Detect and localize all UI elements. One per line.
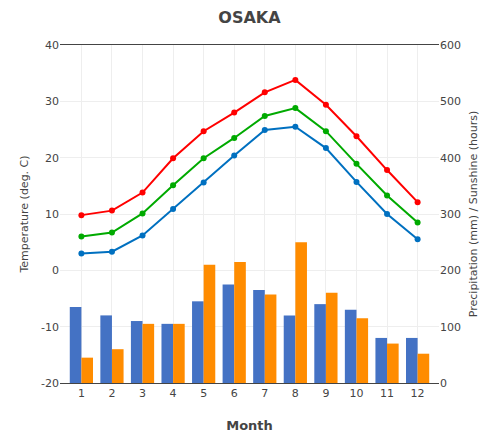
svg-text:300: 300: [440, 208, 461, 221]
svg-text:100: 100: [440, 321, 461, 334]
svg-text:6: 6: [231, 387, 238, 400]
svg-text:0: 0: [52, 264, 59, 277]
svg-text:10: 10: [45, 208, 59, 221]
svg-text:40: 40: [45, 39, 59, 52]
svg-text:2: 2: [108, 387, 115, 400]
svg-text:20: 20: [45, 152, 59, 165]
svg-text:1: 1: [78, 387, 85, 400]
svg-text:3: 3: [139, 387, 146, 400]
svg-text:11: 11: [380, 387, 394, 400]
svg-text:500: 500: [440, 95, 461, 108]
svg-text:-20: -20: [41, 377, 59, 390]
svg-text:Temperature (deg. C): Temperature (deg. C): [18, 155, 31, 273]
svg-text:600: 600: [440, 39, 461, 52]
svg-text:OSAKA: OSAKA: [218, 8, 281, 27]
svg-text:12: 12: [411, 387, 425, 400]
svg-text:10: 10: [349, 387, 363, 400]
svg-text:-10: -10: [41, 321, 59, 334]
svg-text:4: 4: [170, 387, 177, 400]
svg-text:30: 30: [45, 95, 59, 108]
svg-text:9: 9: [322, 387, 329, 400]
svg-text:8: 8: [292, 387, 299, 400]
svg-text:5: 5: [200, 387, 207, 400]
svg-text:Month: Month: [226, 418, 273, 433]
svg-text:Precipitation (mm) / Sunshine: Precipitation (mm) / Sunshine (hours): [467, 111, 480, 317]
svg-text:7: 7: [261, 387, 268, 400]
svg-text:0: 0: [440, 377, 447, 390]
svg-text:400: 400: [440, 152, 461, 165]
svg-text:200: 200: [440, 264, 461, 277]
